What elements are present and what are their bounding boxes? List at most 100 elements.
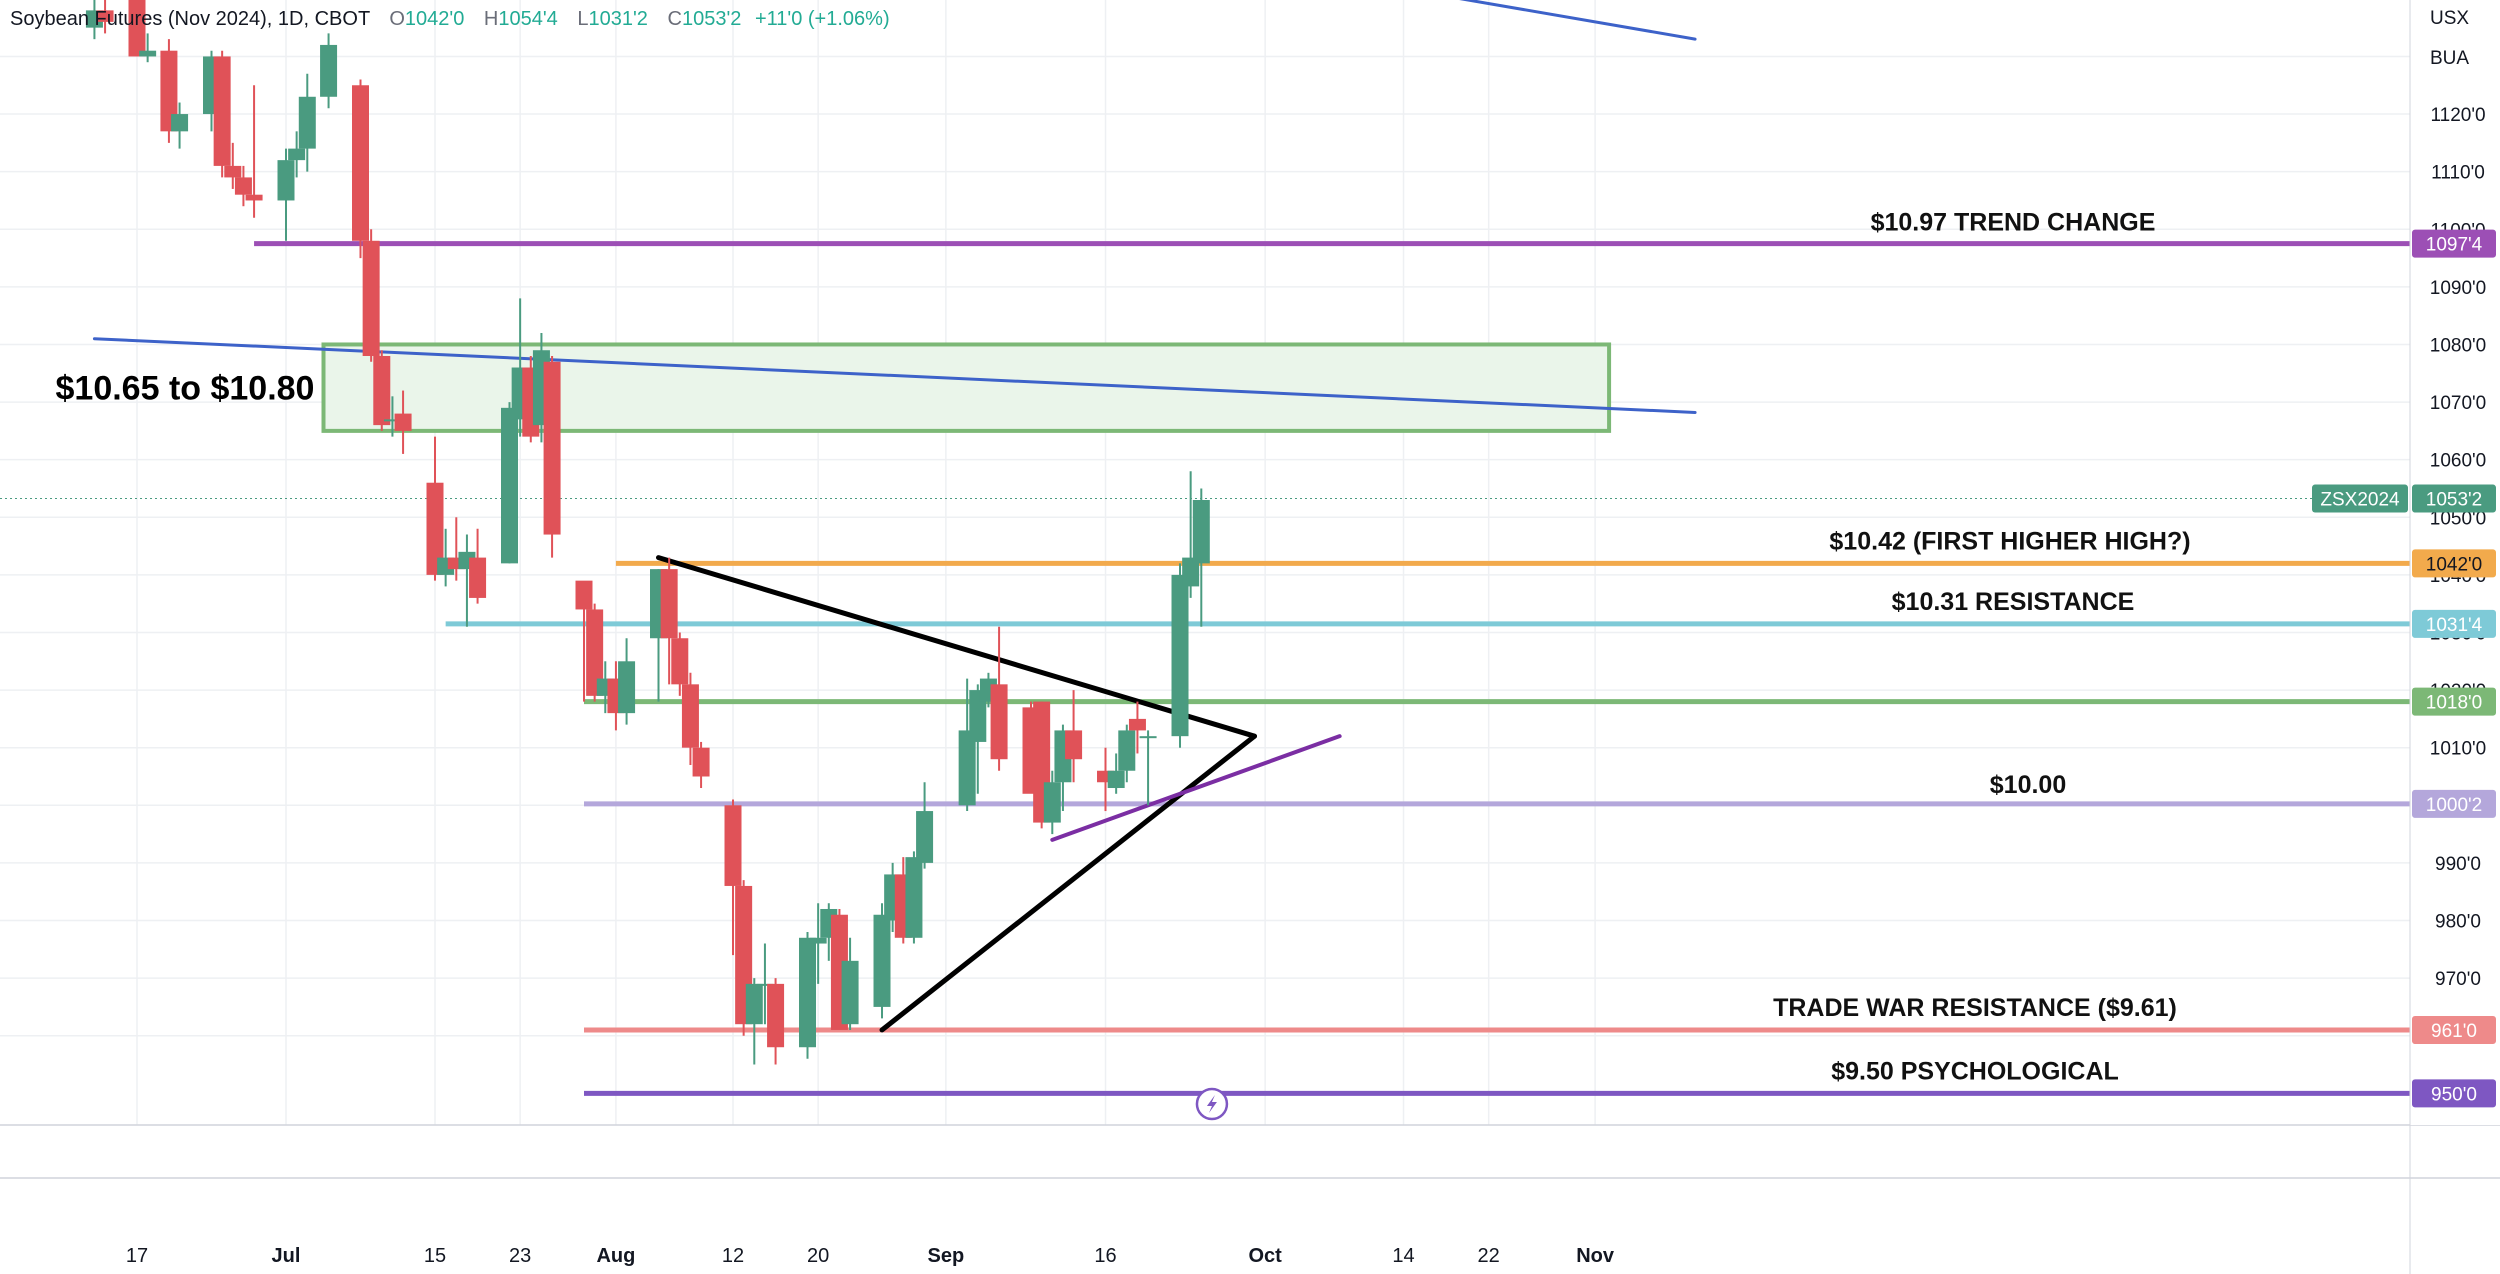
candle-body bbox=[618, 661, 636, 714]
level-price-tag: 1097'4 bbox=[2426, 235, 2483, 256]
symbol-tag-bg bbox=[2312, 484, 2408, 513]
candle-body bbox=[767, 983, 785, 1048]
candle-body bbox=[501, 407, 519, 564]
level-price-tag: 1031'4 bbox=[2426, 615, 2483, 636]
candle-body bbox=[394, 413, 412, 431]
blue-trendline bbox=[92, 337, 1697, 414]
time-tick-label[interactable]: 20 bbox=[807, 1245, 829, 1267]
level-label: $10.31 RESISTANCE bbox=[1892, 588, 2135, 616]
price-tick-label[interactable]: 1080'0 bbox=[2430, 335, 2486, 356]
candle-body bbox=[224, 165, 242, 178]
level-price-tag: 1000'2 bbox=[2426, 795, 2482, 816]
time-tick-label[interactable]: 17 bbox=[126, 1245, 148, 1267]
time-tick-label[interactable]: Aug bbox=[596, 1245, 635, 1267]
price-tick-label[interactable]: 1060'0 bbox=[2430, 451, 2486, 472]
candle-body bbox=[1118, 730, 1136, 771]
candle-body bbox=[724, 805, 742, 886]
candle-body bbox=[681, 684, 699, 748]
close-label: C bbox=[667, 8, 682, 30]
candle-body bbox=[383, 419, 401, 422]
candle-body bbox=[1043, 782, 1061, 823]
open-value: 1042'0 bbox=[404, 8, 465, 30]
candle-body bbox=[1171, 574, 1189, 737]
price-tick-label[interactable]: 1010'0 bbox=[2430, 739, 2486, 760]
high-label: H bbox=[483, 8, 499, 30]
candle-body bbox=[234, 177, 252, 195]
price-tick-label[interactable]: 1050'0 bbox=[2430, 508, 2486, 529]
candle-body bbox=[841, 960, 859, 1025]
candle-body bbox=[320, 44, 338, 97]
event-markers bbox=[1195, 1087, 1229, 1121]
open-label: O bbox=[389, 8, 405, 30]
candle-body bbox=[692, 747, 710, 777]
time-axis[interactable]: 17 Jul 15 23 Aug 12 20 Sep 16 Oct 14 22 Nov bbox=[126, 1245, 1615, 1267]
candlesticks bbox=[85, 0, 1210, 1065]
time-tick-label[interactable]: Oct bbox=[1248, 1245, 1282, 1267]
level-price-tag-bg bbox=[2412, 1079, 2496, 1108]
low-value: 1031'2 bbox=[588, 8, 648, 30]
candle-body bbox=[1097, 770, 1115, 783]
level-price-tag-bg bbox=[2412, 789, 2496, 818]
purple-trendline bbox=[1050, 734, 1342, 842]
annotation-labels: $10.65 to $10.80 $10.97 TREND CHANGE $10.4… bbox=[56, 209, 2191, 1086]
level-price-tag-bg bbox=[2412, 549, 2496, 578]
candle-body bbox=[799, 937, 817, 1048]
candle-body bbox=[139, 50, 157, 57]
time-tick-label[interactable]: 14 bbox=[1392, 1245, 1414, 1267]
time-tick-label[interactable]: 23 bbox=[509, 1245, 531, 1267]
price-tick-label[interactable]: 990'0 bbox=[2435, 854, 2481, 875]
candle-body bbox=[916, 811, 934, 863]
price-tick-label[interactable]: 1070'0 bbox=[2430, 393, 2486, 414]
candle-body bbox=[96, 10, 114, 22]
price-axis[interactable]: 1130'01120'01110'01100'01090'01080'01070… bbox=[2312, 0, 2500, 1274]
blue-trendline-upper bbox=[1459, 0, 1697, 41]
lightning-bolt bbox=[1206, 1095, 1217, 1113]
change-value: +11'0 (+1.06%) bbox=[754, 8, 890, 30]
candle-body bbox=[990, 684, 1008, 760]
candle-body bbox=[671, 638, 689, 685]
time-tick-label[interactable]: 22 bbox=[1478, 1245, 1500, 1267]
candle-body bbox=[277, 160, 295, 201]
level-label: $10.42 (FIRST HIGHER HIGH?) bbox=[1829, 527, 2190, 555]
horizontal-levels bbox=[0, 241, 2410, 1096]
level-price-tag: 961'0 bbox=[2431, 1021, 2477, 1042]
unit-usx-button[interactable]: USX bbox=[2430, 8, 2470, 29]
level-price-tag: 1042'0 bbox=[2426, 554, 2482, 575]
level-label: $10.97 TREND CHANGE bbox=[1871, 209, 2156, 237]
candle-body bbox=[298, 96, 316, 149]
price-tick-label[interactable]: 980'0 bbox=[2435, 912, 2481, 933]
time-tick-label[interactable]: 15 bbox=[424, 1245, 446, 1267]
last-price-tag-bg bbox=[2412, 484, 2496, 513]
candle-body bbox=[660, 569, 678, 639]
candle-body bbox=[745, 983, 763, 1025]
price-tick-label[interactable]: 1090'0 bbox=[2430, 278, 2486, 299]
time-tick-label[interactable]: Sep bbox=[928, 1245, 965, 1267]
time-tick-label[interactable]: Nov bbox=[1576, 1245, 1615, 1267]
unit-selector: USX BUA bbox=[2416, 0, 2500, 85]
trendlines bbox=[92, 0, 1697, 1033]
candle-body bbox=[128, 0, 146, 57]
symbol-title: Soybean Futures (Nov 2024), 1D, CBOT bbox=[10, 8, 370, 30]
candle-body bbox=[160, 50, 178, 132]
symbol-header: Soybean Futures (Nov 2024), 1D, CBOT O10… bbox=[10, 8, 890, 31]
unit-bua-button[interactable]: BUA bbox=[2430, 48, 2470, 69]
price-tick-label[interactable]: 1110'0 bbox=[2431, 163, 2485, 184]
triangle-line bbox=[656, 555, 1258, 739]
candle-body bbox=[958, 730, 976, 806]
time-tick-label[interactable]: 16 bbox=[1094, 1245, 1116, 1267]
price-tick-label[interactable]: 1120'0 bbox=[2430, 105, 2485, 126]
candle-body bbox=[171, 114, 189, 132]
level-label: $10.00 bbox=[1990, 771, 2066, 799]
candle-body bbox=[469, 557, 487, 598]
time-tick-label[interactable]: Jul bbox=[272, 1245, 301, 1267]
candle-body bbox=[873, 914, 891, 1007]
level-price-tag: 950'0 bbox=[2431, 1084, 2477, 1105]
time-tick-label[interactable]: 12 bbox=[722, 1245, 744, 1267]
level-label: TRADE WAR RESISTANCE ($9.61) bbox=[1773, 994, 2177, 1022]
candle-body bbox=[362, 240, 380, 356]
last-price-tag: 1053'2 bbox=[2426, 490, 2482, 511]
candle-body bbox=[1192, 500, 1210, 564]
price-tick-label[interactable]: 970'0 bbox=[2435, 969, 2481, 990]
candle-body bbox=[1182, 557, 1200, 587]
